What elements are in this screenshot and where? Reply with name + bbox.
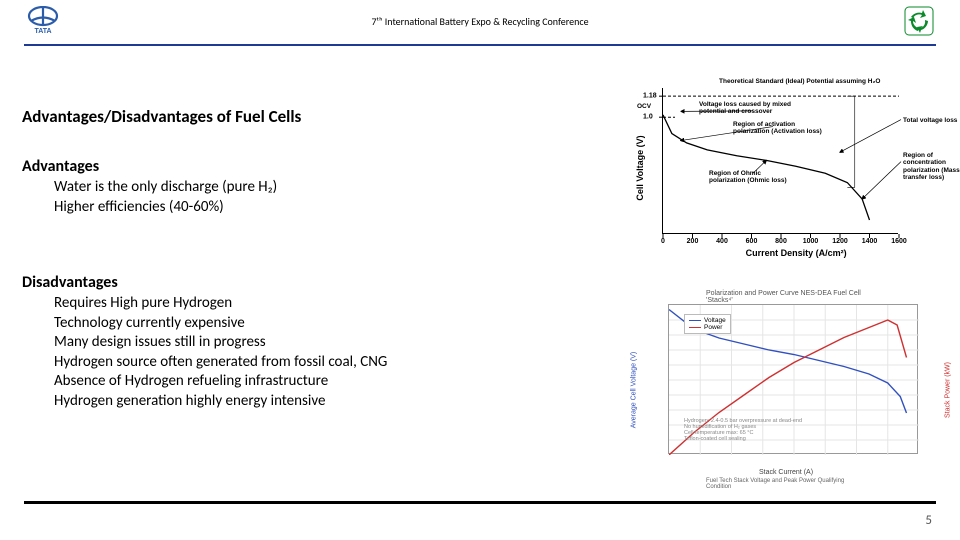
advantages-heading: Advantages bbox=[22, 157, 622, 176]
advantages-list: Water is the only discharge (pure H₂) Hi… bbox=[54, 178, 622, 217]
chart1-xtick: 400 bbox=[716, 238, 728, 245]
chart1-xtick: 200 bbox=[687, 238, 699, 245]
chart2-ylabel-left: Average Cell Voltage (V) bbox=[631, 352, 638, 429]
svg-text:TATA: TATA bbox=[34, 28, 51, 34]
chart2-xlabel: Stack Current (A) bbox=[759, 469, 813, 476]
note-line: Teflon-coated cell sealing bbox=[684, 436, 802, 442]
header-title: 7ᵗʰ International Battery Expo & Recycli… bbox=[371, 15, 588, 28]
header-rule bbox=[24, 44, 936, 46]
list-item: Higher efficiencies (40-60%) bbox=[54, 198, 622, 218]
chart1-xtick: 1600 bbox=[891, 238, 907, 245]
chart1-ylabel: Cell Voltage (V) bbox=[635, 135, 645, 200]
chart1-annotation: Total voltage loss bbox=[903, 117, 960, 124]
list-item: Many design issues still in progress bbox=[54, 333, 622, 353]
chart1-annotation: Region of activation polarization (Activ… bbox=[733, 121, 823, 135]
page-number: 5 bbox=[925, 513, 932, 528]
chart1-xtick: 800 bbox=[775, 238, 787, 245]
chart1-xlabel: Current Density (A/cm²) bbox=[746, 248, 847, 258]
chart1-annotation: Voltage loss caused by mixed potential a… bbox=[699, 101, 809, 115]
recycle-logo bbox=[904, 6, 934, 41]
list-item: Technology currently expensive bbox=[54, 314, 622, 334]
power-curve-chart: Polarization and Power Curve NES-DEA Fue… bbox=[626, 290, 946, 490]
chart1-ytick: 1.0 bbox=[643, 114, 653, 121]
chart1-annotation: Theoretical Standard (Ideal) Potential a… bbox=[719, 78, 899, 85]
list-item: Hydrogen generation highly energy intens… bbox=[54, 392, 622, 412]
chart1-xtick: 1200 bbox=[832, 238, 848, 245]
chart1-plot: 020040060080010001200140016001.181.0OCVT… bbox=[662, 88, 898, 234]
chart2-ylabel-right: Stack Power (kW) bbox=[945, 362, 952, 418]
chart1-xtick: 1000 bbox=[803, 238, 819, 245]
chart1-ytick: 1.18 bbox=[643, 93, 657, 100]
disadvantages-heading: Disadvantages bbox=[22, 273, 622, 292]
slide-title: Advantages/Disadvantages of Fuel Cells bbox=[22, 106, 622, 127]
tata-logo: TATA bbox=[26, 6, 60, 39]
chart2-legend: Voltage Power bbox=[684, 314, 731, 334]
chart1-annotation: Region of Ohmic polarization (Ohmic loss… bbox=[709, 170, 799, 184]
text-content: Advantages/Disadvantages of Fuel Cells A… bbox=[22, 106, 622, 411]
list-item: Hydrogen source often generated from fos… bbox=[54, 353, 622, 373]
slide-header: TATA 7ᵗʰ International Battery Expo & Re… bbox=[0, 0, 960, 42]
list-item: Absence of Hydrogen refueling infrastruc… bbox=[54, 372, 622, 392]
chart1-xtick: 1400 bbox=[862, 238, 878, 245]
legend-item: Power bbox=[704, 324, 722, 331]
footer-rule bbox=[24, 501, 936, 504]
legend-item: Voltage bbox=[704, 317, 726, 324]
chart1-xtick: 600 bbox=[746, 238, 758, 245]
chart1-annotation: Region of concentration polarization (Ma… bbox=[903, 152, 960, 181]
chart2-title: Polarization and Power Curve NES-DEA Fue… bbox=[706, 290, 866, 304]
list-item: Requires High pure Hydrogen bbox=[54, 294, 622, 314]
chart1-xtick: 0 bbox=[661, 238, 665, 245]
polarization-curve-chart: Cell Voltage (V) 02004006008001000120014… bbox=[626, 78, 946, 258]
chart1-ocv-label: OCV bbox=[637, 103, 651, 110]
chart2-caption: Fuel Tech Stack Voltage and Peak Power Q… bbox=[706, 478, 866, 490]
disadvantages-list: Requires High pure Hydrogen Technology c… bbox=[54, 294, 622, 411]
list-item: Water is the only discharge (pure H₂) bbox=[54, 178, 622, 198]
chart2-note: Hydrogen: 2.4-0.5 bar overpressure at de… bbox=[684, 418, 802, 442]
